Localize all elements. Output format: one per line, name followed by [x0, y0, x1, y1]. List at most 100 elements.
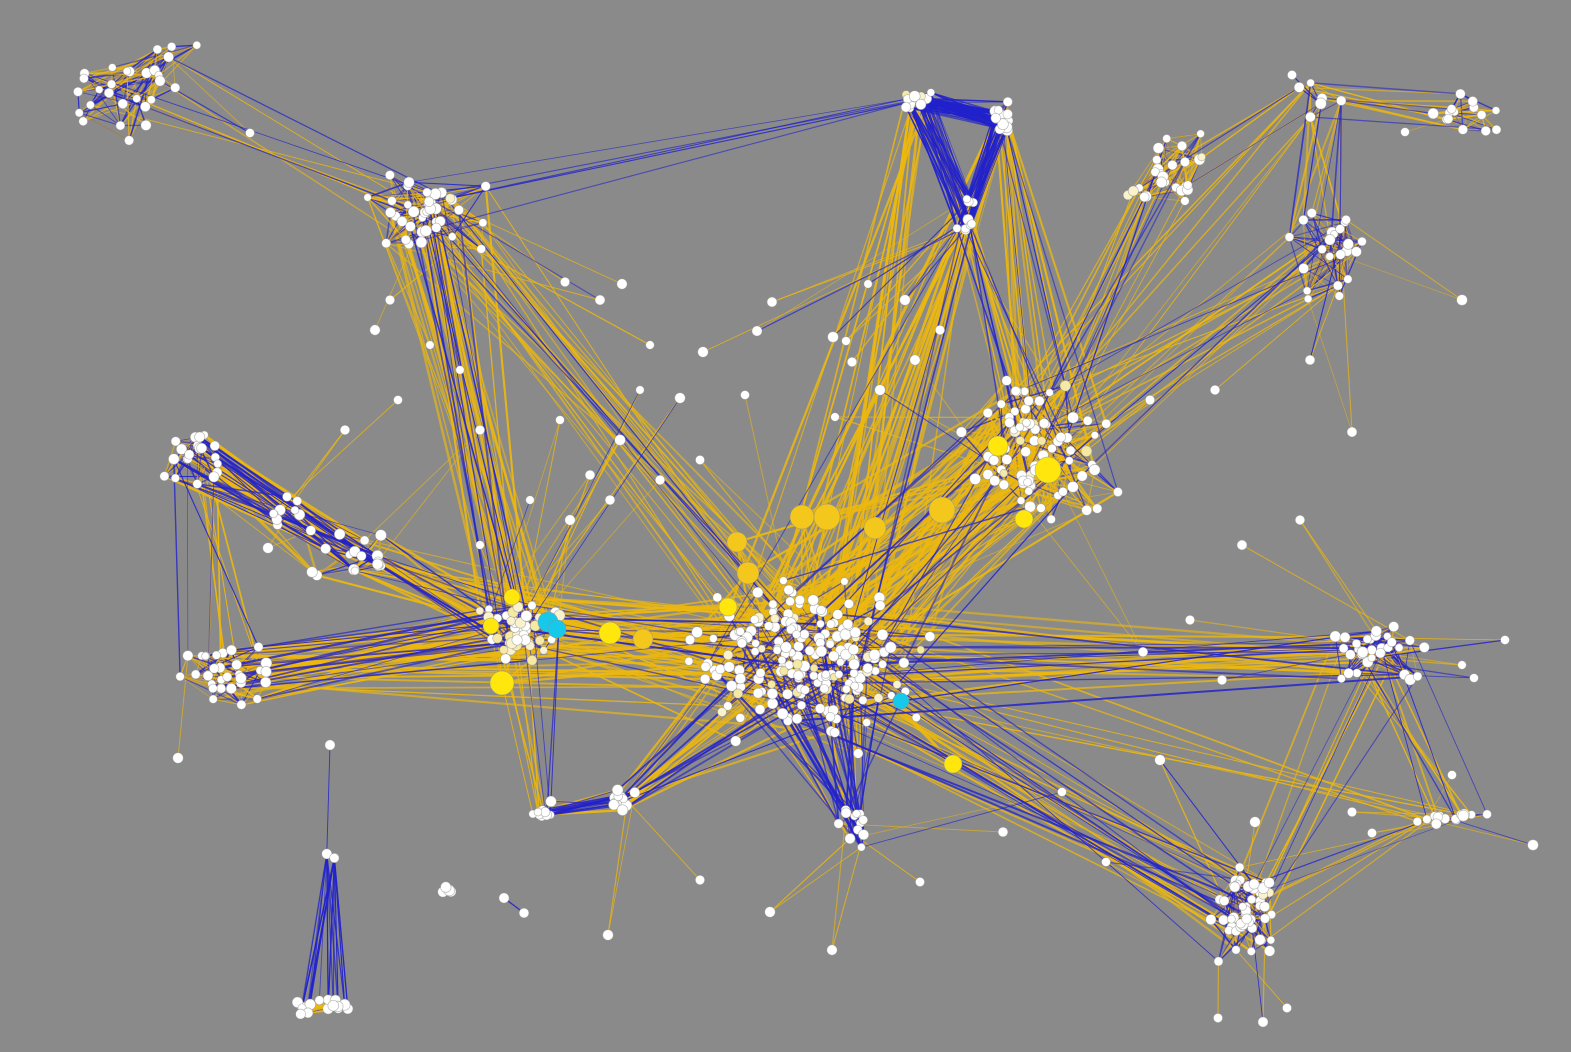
- graph-node[interactable]: [226, 644, 237, 656]
- graph-node[interactable]: [1057, 787, 1067, 797]
- graph-node[interactable]: [196, 442, 208, 454]
- graph-node[interactable]: [476, 244, 486, 254]
- graph-hub-node[interactable]: [813, 503, 841, 531]
- graph-node[interactable]: [611, 784, 624, 796]
- graph-node[interactable]: [253, 642, 264, 652]
- graph-node[interactable]: [602, 929, 614, 941]
- graph-node[interactable]: [1336, 674, 1346, 684]
- graph-node[interactable]: [780, 641, 792, 653]
- graph-hub-node[interactable]: [943, 754, 963, 774]
- graph-node[interactable]: [245, 128, 255, 138]
- graph-node[interactable]: [915, 98, 927, 110]
- graph-node[interactable]: [152, 44, 163, 55]
- graph-node[interactable]: [1162, 134, 1172, 144]
- graph-node[interactable]: [772, 645, 782, 655]
- graph-node[interactable]: [78, 116, 88, 127]
- graph-node[interactable]: [751, 325, 763, 337]
- graph-node[interactable]: [850, 681, 860, 691]
- graph-node[interactable]: [282, 491, 293, 502]
- graph-node[interactable]: [751, 639, 760, 648]
- graph-node[interactable]: [862, 718, 872, 727]
- graph-node[interactable]: [475, 606, 485, 616]
- graph-node[interactable]: [999, 469, 1009, 478]
- graph-node[interactable]: [821, 670, 831, 679]
- graph-node[interactable]: [844, 693, 855, 705]
- graph-node[interactable]: [1015, 422, 1025, 432]
- graph-node[interactable]: [396, 216, 408, 227]
- graph-node[interactable]: [356, 550, 367, 562]
- graph-node[interactable]: [209, 440, 220, 451]
- graph-node[interactable]: [868, 648, 881, 661]
- graph-node[interactable]: [159, 471, 170, 482]
- graph-node[interactable]: [815, 645, 828, 658]
- graph-node[interactable]: [844, 833, 856, 845]
- graph-node[interactable]: [848, 658, 860, 671]
- graph-node[interactable]: [1020, 446, 1032, 458]
- graph-node[interactable]: [1081, 504, 1093, 516]
- graph-node[interactable]: [997, 118, 1009, 131]
- graph-node[interactable]: [420, 224, 432, 237]
- graph-node[interactable]: [384, 294, 396, 306]
- graph-node[interactable]: [1065, 445, 1076, 456]
- graph-node[interactable]: [915, 877, 925, 887]
- graph-node[interactable]: [208, 683, 218, 694]
- graph-node[interactable]: [400, 234, 411, 245]
- graph-node[interactable]: [192, 40, 202, 50]
- graph-node[interactable]: [982, 407, 993, 419]
- graph-cyan-node[interactable]: [892, 692, 910, 710]
- graph-node[interactable]: [1443, 113, 1454, 124]
- graph-node[interactable]: [117, 98, 129, 110]
- graph-node[interactable]: [1249, 816, 1261, 828]
- graph-node[interactable]: [407, 205, 420, 218]
- graph-node[interactable]: [1183, 180, 1193, 190]
- graph-node[interactable]: [1412, 816, 1423, 827]
- graph-node[interactable]: [122, 66, 132, 76]
- graph-hub-node[interactable]: [987, 435, 1009, 457]
- graph-node[interactable]: [329, 852, 340, 864]
- graph-node[interactable]: [1332, 280, 1343, 291]
- graph-node[interactable]: [103, 87, 115, 99]
- graph-node[interactable]: [614, 434, 626, 446]
- graph-node[interactable]: [1304, 354, 1316, 366]
- graph-node[interactable]: [699, 673, 711, 685]
- graph-node[interactable]: [708, 634, 718, 643]
- graph-hub-node[interactable]: [726, 531, 748, 553]
- graph-node[interactable]: [1236, 539, 1248, 551]
- graph-node[interactable]: [1226, 914, 1236, 924]
- graph-node[interactable]: [819, 683, 829, 694]
- graph-node[interactable]: [846, 356, 858, 368]
- graph-node[interactable]: [500, 653, 512, 665]
- graph-node[interactable]: [840, 577, 849, 586]
- graph-node[interactable]: [1350, 246, 1362, 258]
- graph-node[interactable]: [124, 135, 135, 146]
- graph-node[interactable]: [1418, 641, 1430, 653]
- graph-node[interactable]: [1037, 436, 1047, 446]
- graph-node[interactable]: [782, 688, 793, 700]
- graph-node[interactable]: [1246, 946, 1256, 956]
- graph-node[interactable]: [1351, 639, 1362, 649]
- graph-node[interactable]: [115, 120, 126, 131]
- graph-node[interactable]: [934, 324, 946, 336]
- graph-node[interactable]: [1303, 294, 1313, 304]
- graph-node[interactable]: [916, 645, 925, 655]
- graph-node[interactable]: [172, 752, 184, 764]
- graph-node[interactable]: [792, 629, 801, 639]
- graph-node[interactable]: [750, 647, 760, 656]
- graph-node[interactable]: [830, 412, 840, 422]
- graph-node[interactable]: [594, 294, 606, 306]
- graph-node[interactable]: [268, 509, 278, 519]
- graph-node[interactable]: [555, 415, 565, 425]
- graph-node[interactable]: [694, 874, 706, 886]
- graph-node[interactable]: [1101, 418, 1112, 429]
- graph-node[interactable]: [777, 655, 787, 665]
- graph-node[interactable]: [534, 635, 545, 646]
- graph-node[interactable]: [884, 641, 897, 654]
- graph-node[interactable]: [1422, 814, 1432, 824]
- graph-node[interactable]: [1412, 671, 1423, 682]
- graph-node[interactable]: [445, 193, 456, 204]
- graph-node[interactable]: [1324, 234, 1336, 246]
- graph-node[interactable]: [314, 995, 325, 1006]
- graph-node[interactable]: [911, 712, 921, 723]
- graph-node[interactable]: [1259, 901, 1271, 913]
